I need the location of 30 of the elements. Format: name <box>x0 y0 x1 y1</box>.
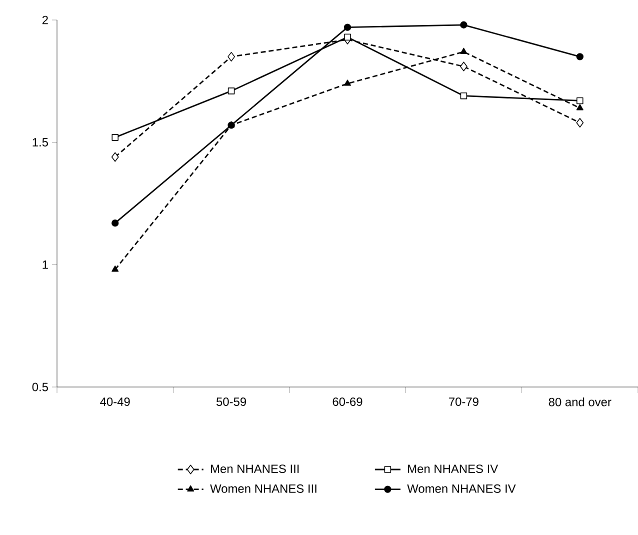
y-tick-label: 1 <box>42 260 48 269</box>
point <box>460 62 468 72</box>
legend-label: Men NHANES III <box>211 464 299 474</box>
point <box>460 92 468 100</box>
y-tick-label: 1.5 <box>32 138 48 146</box>
x-tick-label: 50-59 <box>216 398 246 406</box>
x-tick-label: 40-49 <box>100 398 130 406</box>
point <box>576 118 584 128</box>
point <box>344 80 352 86</box>
point <box>112 219 119 227</box>
point <box>344 34 351 41</box>
point <box>576 97 584 104</box>
point <box>112 266 119 272</box>
point <box>112 134 118 141</box>
point <box>460 48 468 54</box>
legend-label: Women NHANES IV <box>407 484 516 493</box>
point <box>228 52 235 62</box>
point <box>228 88 235 94</box>
y-tick-label: 0.5 <box>32 382 48 392</box>
point <box>460 21 468 28</box>
point <box>576 104 584 110</box>
x-tick-label: 60-69 <box>332 398 362 406</box>
legend-label: Men NHANES IV <box>408 464 498 474</box>
x-tick-label: 70-79 <box>449 398 478 406</box>
x-tick-label: 80 and over <box>548 398 612 406</box>
point <box>576 53 584 60</box>
legend-label: Women NHANES III <box>210 484 316 493</box>
y-tick-label: 2 <box>42 16 48 24</box>
point <box>111 152 119 162</box>
point <box>344 24 352 31</box>
